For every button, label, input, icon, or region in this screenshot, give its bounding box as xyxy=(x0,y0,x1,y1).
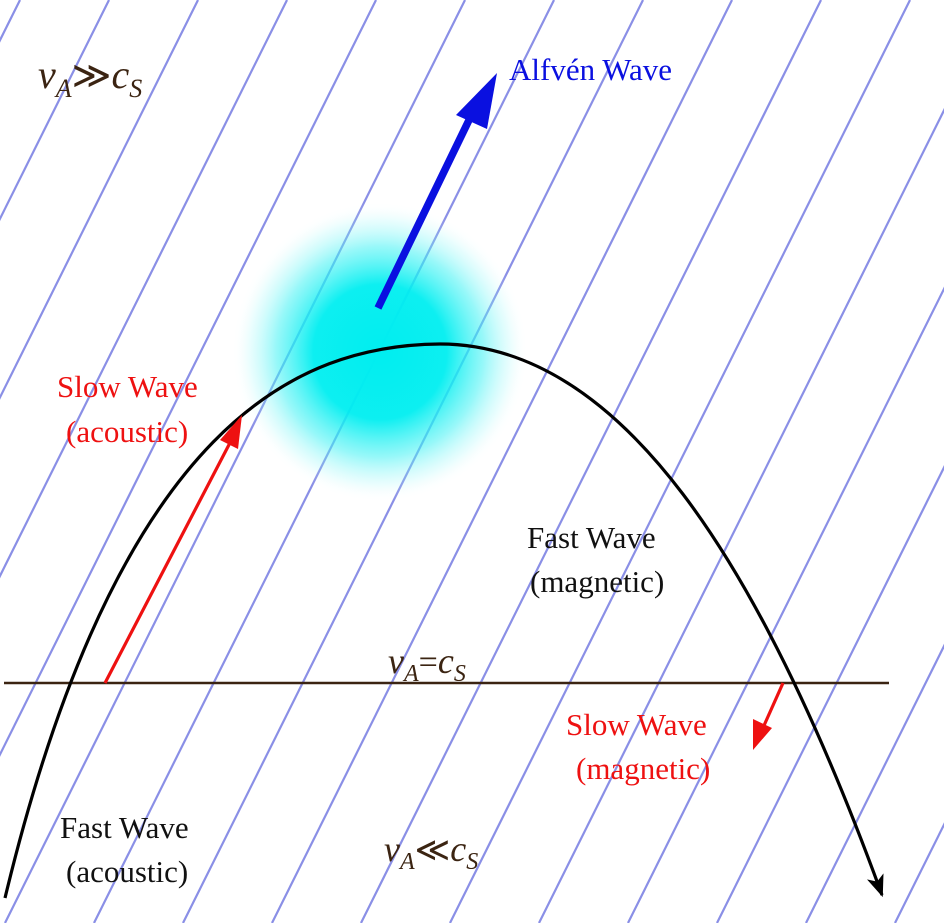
field-line xyxy=(0,0,288,579)
field-line xyxy=(627,286,944,923)
field-line xyxy=(538,107,944,923)
slow-wave-magnetic-sublabel: (magnetic) xyxy=(576,751,710,786)
fast-wave-acoustic-label: Fast Wave xyxy=(60,810,189,845)
fast-wave-acoustic-sublabel: (acoustic) xyxy=(66,854,188,889)
slow-wave-acoustic-label: Slow Wave xyxy=(57,369,198,404)
alfven-wave-label: Alfvén Wave xyxy=(509,52,672,87)
field-line xyxy=(0,0,377,757)
regime-label-lower: vA≪cS xyxy=(384,829,478,875)
field-line xyxy=(360,0,822,923)
field-line xyxy=(0,0,199,400)
field-line xyxy=(805,643,944,923)
slow-wave-magnetic-arrow xyxy=(753,682,785,750)
fast-wave-trajectory xyxy=(3,342,884,899)
slow-wave-acoustic-arrow xyxy=(103,415,242,684)
field-line xyxy=(271,0,733,923)
fast-wave-magnetic-sublabel: (magnetic) xyxy=(530,564,664,599)
field-line xyxy=(449,0,911,923)
slow-wave-acoustic-sublabel: (acoustic) xyxy=(66,414,188,449)
field-line xyxy=(716,465,944,923)
regime-label-middle: vA=cS xyxy=(388,641,466,687)
wave-source-glow xyxy=(232,202,528,502)
slow-wave-magnetic-label: Slow Wave xyxy=(566,707,707,742)
field-line xyxy=(4,0,466,923)
field-line xyxy=(0,0,21,43)
alfven-wave-arrow xyxy=(374,73,497,310)
field-line xyxy=(894,822,944,923)
field-line xyxy=(0,0,110,222)
fast-wave-magnetic-label: Fast Wave xyxy=(527,520,656,555)
regime-label-upper: vA≫cS xyxy=(38,52,142,103)
